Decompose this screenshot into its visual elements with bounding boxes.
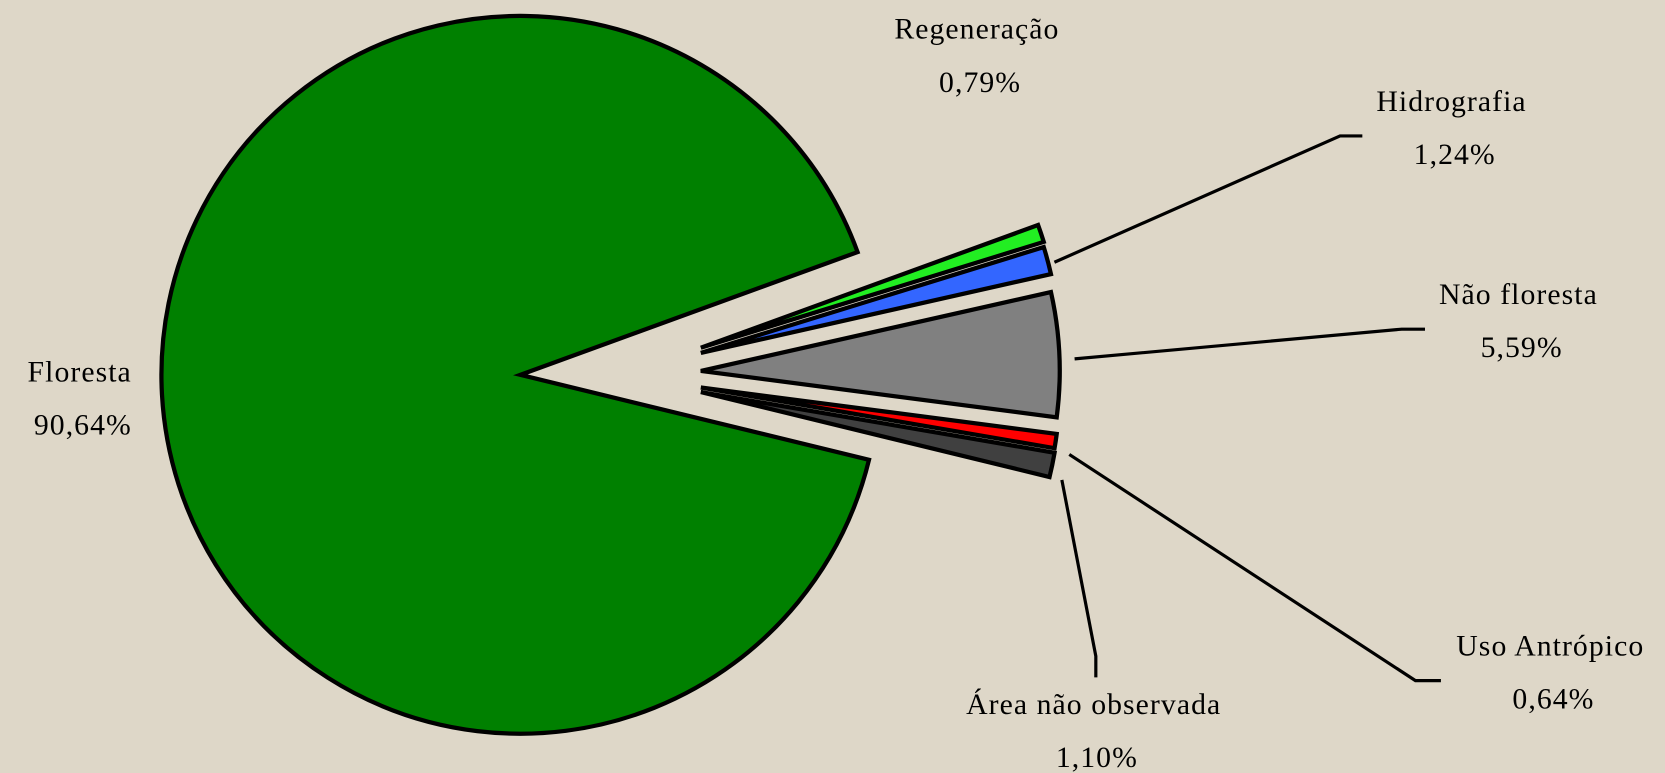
leader-line: [1053, 134, 1363, 264]
pie-slice: [700, 389, 1058, 480]
slice-label: Uso Antrópico: [1456, 631, 1644, 663]
slice-value-label: 0,64%: [1512, 684, 1594, 716]
slice-label: Floresta: [28, 357, 132, 389]
leader-line: [1074, 327, 1425, 361]
slice-label: Hidrografia: [1376, 86, 1526, 118]
slice-label: Não floresta: [1439, 279, 1598, 311]
pie-slice: [700, 244, 1054, 356]
leader-line: [1068, 453, 1441, 683]
slice-value-label: 1,10%: [1056, 742, 1138, 773]
pie-slice: [700, 222, 1047, 350]
slice-label: Regeneração: [894, 14, 1059, 46]
slice-value-label: 1,24%: [1414, 139, 1496, 171]
slice-label: Área não observada: [966, 688, 1221, 721]
slice-value-label: 0,79%: [939, 67, 1021, 99]
slice-value-label: 5,59%: [1481, 332, 1563, 364]
pie-slice: [159, 13, 872, 736]
slice-value-label: 90,64%: [34, 410, 132, 442]
pie-slice: [700, 385, 1060, 451]
leader-line: [1060, 479, 1098, 678]
pie-slice: [700, 289, 1062, 420]
